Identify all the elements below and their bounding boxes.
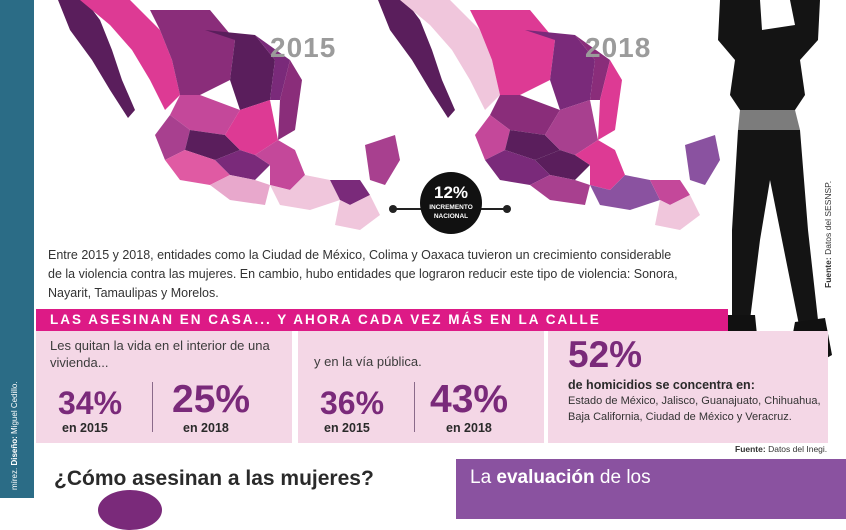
mexico-map-2018 [378, 0, 720, 230]
street-separator [414, 382, 415, 432]
section-banner: LAS ASESINAN EN CASA... Y AHORA CADA VEZ… [36, 309, 728, 331]
home-value-2018: 25% [172, 378, 251, 421]
source-inegi-text: Datos del Inegi. [768, 444, 828, 454]
source-sesnsp-text: Datos del SESNSP. [823, 180, 833, 255]
credit-design-label: Diseño: [10, 436, 19, 466]
left-edge-strip [0, 0, 34, 498]
concentration-headline: de homicidios se concentra en: [568, 378, 755, 392]
year-label-2015: 2015 [270, 32, 337, 63]
concentration-states: Estado de México, Jalisco, Guanajuato, C… [568, 395, 821, 423]
home-label-2015: en 2015 [62, 421, 108, 435]
credits: mírez. Diseño: Miguel Cedillo. [10, 381, 19, 490]
badge-label-2: NACIONAL [433, 213, 469, 220]
intro-paragraph: Entre 2015 y 2018, entidades como la Ciu… [48, 248, 678, 300]
panel-concentration [548, 331, 828, 443]
panel-street [298, 331, 544, 443]
evaluation-heading: La evaluación de los [470, 467, 651, 489]
concentration-value: 52% [568, 334, 643, 375]
badge-label-1: INCREMENTO [429, 204, 473, 211]
panel-home [36, 331, 292, 443]
home-separator [152, 382, 153, 432]
purple-circle-shape [98, 490, 162, 530]
evaluation-text-before: La [470, 467, 497, 488]
street-text: y en la vía pública. [314, 354, 422, 369]
credit-designer: Miguel Cedillo. [10, 381, 19, 434]
home-value-2015: 34% [58, 385, 123, 421]
badge-dot-left [389, 205, 397, 213]
credit-prefix: mírez. [10, 467, 19, 490]
badge-value: 12% [433, 183, 469, 202]
source-inegi: Fuente: Datos del Inegi. [735, 444, 827, 454]
street-label-2015: en 2015 [324, 421, 370, 435]
national-increase-badge: 12% INCREMENTO NACIONAL [420, 172, 482, 234]
badge-dot-right [503, 205, 511, 213]
evaluation-highlight: evaluación [496, 467, 595, 488]
source-sesnsp: Fuente: Datos del SESNSP. [823, 181, 833, 288]
street-label-2018: en 2018 [446, 421, 492, 435]
home-text: Les quitan la vida en el interior de una… [50, 338, 270, 370]
evaluation-text-after: de los [594, 467, 651, 488]
street-value-2015: 36% [320, 385, 385, 421]
question-heading: ¿Cómo asesinan a las mujeres? [54, 467, 374, 490]
source-sesnsp-label: Fuente: [823, 257, 833, 288]
street-value-2018: 43% [430, 378, 509, 421]
year-label-2018: 2018 [585, 32, 652, 63]
mexico-map-2015 [58, 0, 400, 230]
source-inegi-label: Fuente: [735, 444, 766, 454]
home-label-2018: en 2018 [183, 421, 229, 435]
